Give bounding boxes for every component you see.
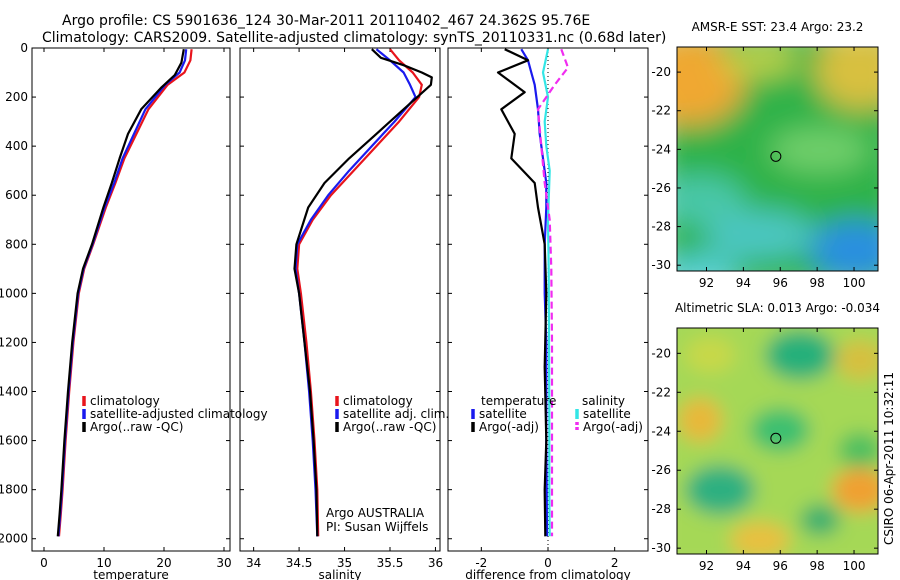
salinity-annotation-line1: Argo AUSTRALIA — [326, 506, 425, 520]
temperature-ytick-label: 1400 — [0, 385, 28, 399]
temperature-axes-frame — [31, 47, 231, 552]
temperature-ytick-label: 1000 — [0, 286, 28, 300]
sla-map-field — [677, 328, 878, 554]
sst-map-argo-marker — [770, 150, 782, 162]
salinity-xlabel: salinity — [318, 568, 361, 580]
sst-map-ytick-label: -22 — [651, 104, 671, 118]
temperature-legend-label: climatology — [90, 394, 160, 408]
salinity-xtick-label: 34 — [246, 556, 261, 570]
difference-xtick-label: -2 — [475, 556, 487, 570]
difference-xtick-label: 0 — [544, 556, 552, 570]
difference-series-temp-argo — [496, 48, 548, 537]
temperature-ytick-label: 2000 — [0, 532, 28, 546]
temperature-ytick-label: 800 — [5, 237, 28, 251]
sla-map-xtick-label: 94 — [736, 559, 751, 573]
temperature-legend-label: Argo(..raw -QC) — [90, 420, 183, 434]
figure-title-line2: Climatology: CARS2009. Satellite-adjuste… — [42, 30, 666, 46]
sla-map-frame — [676, 327, 879, 555]
difference-xtick-label: 2 — [611, 556, 619, 570]
difference-xlabel: difference from climatology — [465, 568, 631, 580]
sst-map-xtick-label: 94 — [736, 276, 751, 290]
sla-map-ytick-label: -22 — [651, 385, 671, 399]
figure-title-line1: Argo profile: CS 5901636_124 30-Mar-2011… — [62, 13, 590, 29]
temperature-ytick-label: 400 — [5, 139, 28, 153]
sst-map-ytick-label: -28 — [651, 220, 671, 234]
difference-temp-legend-label: satellite — [479, 407, 527, 421]
salinity-legend-label: satellite adj. clim. — [343, 407, 449, 421]
temperature-ytick-label: 1600 — [0, 434, 28, 448]
temperature-legend-label: satellite-adjusted climatology — [90, 407, 268, 421]
salinity-annotation-line2: PI: Susan Wijffels — [326, 520, 428, 534]
sst-map-xtick-label: 100 — [843, 276, 866, 290]
sst-map-ytick-label: -20 — [651, 65, 671, 79]
sla-map-ytick-label: -26 — [651, 463, 671, 477]
difference-legend-title-salinity: salinity — [582, 394, 625, 408]
sla-map-ytick-label: -28 — [651, 502, 671, 516]
temperature-xlabel: temperature — [93, 568, 168, 580]
temperature-ytick-label: 600 — [5, 188, 28, 202]
difference-temp-legend-label: Argo(-adj) — [479, 420, 539, 434]
sst-map-ytick-label: -30 — [651, 258, 671, 272]
temperature-ytick-label: 200 — [5, 90, 28, 104]
sla-map-ytick-label: -20 — [651, 346, 671, 360]
temperature-ytick-label: 1200 — [0, 335, 28, 349]
temperature-xtick-label: 30 — [216, 556, 231, 570]
sst-map-xtick-label: 98 — [810, 276, 825, 290]
difference-series-sal-satellite — [541, 48, 551, 537]
salinity-series-argo — [293, 48, 433, 537]
difference-sal-legend-label: Argo(-adj) — [583, 420, 643, 434]
sst-map-title: AMSR-E SST: 23.4 Argo: 23.2 — [692, 20, 864, 34]
salinity-legend-label: Argo(..raw -QC) — [343, 420, 436, 434]
sst-map-ytick-label: -26 — [651, 181, 671, 195]
salinity-xtick-label: 35.5 — [377, 556, 404, 570]
sst-map-xtick-label: 92 — [699, 276, 714, 290]
salinity-xtick-label: 35 — [337, 556, 352, 570]
sst-map-xtick-label: 96 — [773, 276, 788, 290]
temperature-series-argo — [56, 49, 185, 537]
sst-map-field — [677, 47, 878, 271]
salinity-legend-label: climatology — [343, 394, 413, 408]
salinity-axes-frame — [239, 47, 441, 552]
sla-map-xtick-label: 98 — [810, 559, 825, 573]
sla-map-title: Altimetric SLA: 0.013 Argo: -0.034 — [675, 301, 880, 315]
sst-map-ytick-label: -24 — [651, 142, 671, 156]
temperature-xtick-label: 20 — [156, 556, 171, 570]
sla-map-xtick-label: 96 — [773, 559, 788, 573]
sst-map-frame — [676, 46, 879, 272]
temperature-ytick-label: 0 — [20, 41, 28, 55]
difference-series-temp-satellite — [520, 48, 549, 537]
salinity-xtick-label: 34.5 — [286, 556, 313, 570]
sla-map-argo-marker — [770, 432, 782, 444]
sla-map-ytick-label: -30 — [651, 541, 671, 555]
temperature-xtick-label: 0 — [40, 556, 48, 570]
salinity-xtick-label: 36 — [428, 556, 443, 570]
difference-series-sal-argo — [536, 48, 570, 537]
temperature-ytick-label: 1800 — [0, 483, 28, 497]
difference-sal-legend-label: satellite — [583, 407, 631, 421]
sla-map-xtick-label: 100 — [843, 559, 866, 573]
temperature-xtick-label: 10 — [96, 556, 111, 570]
sla-map-xtick-label: 92 — [699, 559, 714, 573]
sla-map-ytick-label: -24 — [651, 424, 671, 438]
difference-legend-title-temperature: temperature — [481, 394, 556, 408]
footer-credit: CSIRO 06-Apr-2011 10:32:11 — [882, 372, 896, 545]
